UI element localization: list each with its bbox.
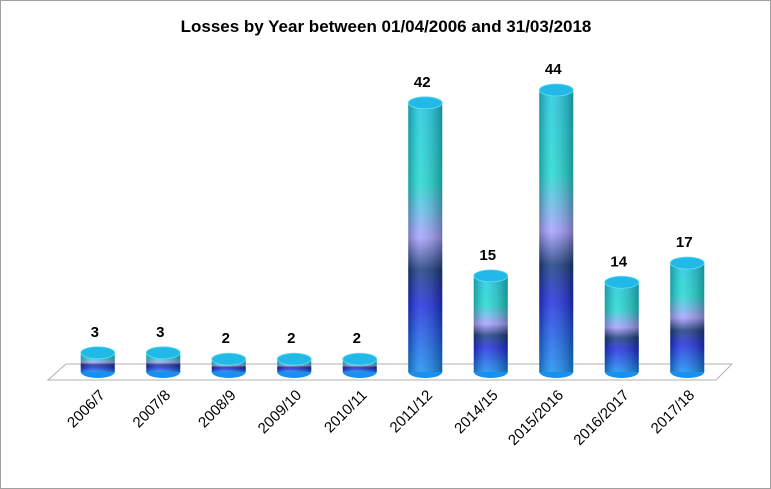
bar-top — [407, 96, 443, 110]
chart-title: Losses by Year between 01/04/2006 and 31… — [181, 17, 592, 36]
bar-top — [145, 346, 181, 360]
bar-top — [276, 352, 312, 366]
bar-top — [80, 346, 116, 360]
value-label: 15 — [479, 247, 496, 264]
value-label: 3 — [156, 324, 164, 341]
value-label: 14 — [610, 253, 627, 270]
bar-shade — [670, 263, 705, 372]
bar-top — [604, 275, 640, 289]
bar-shade — [604, 282, 639, 372]
bar-shade — [473, 275, 508, 372]
value-label: 44 — [545, 61, 562, 78]
value-label: 2 — [353, 330, 361, 347]
value-label: 2 — [222, 330, 230, 347]
bar-top — [473, 269, 509, 283]
bar-top — [342, 352, 378, 366]
bar-top — [669, 256, 705, 270]
value-label: 42 — [414, 74, 431, 91]
value-label: 2 — [287, 330, 295, 347]
bar-top — [211, 352, 247, 366]
bar-top — [538, 83, 574, 97]
value-label: 3 — [91, 324, 99, 341]
value-label: 17 — [676, 234, 693, 251]
bar-shade — [408, 102, 443, 373]
bar-shade — [539, 90, 574, 372]
